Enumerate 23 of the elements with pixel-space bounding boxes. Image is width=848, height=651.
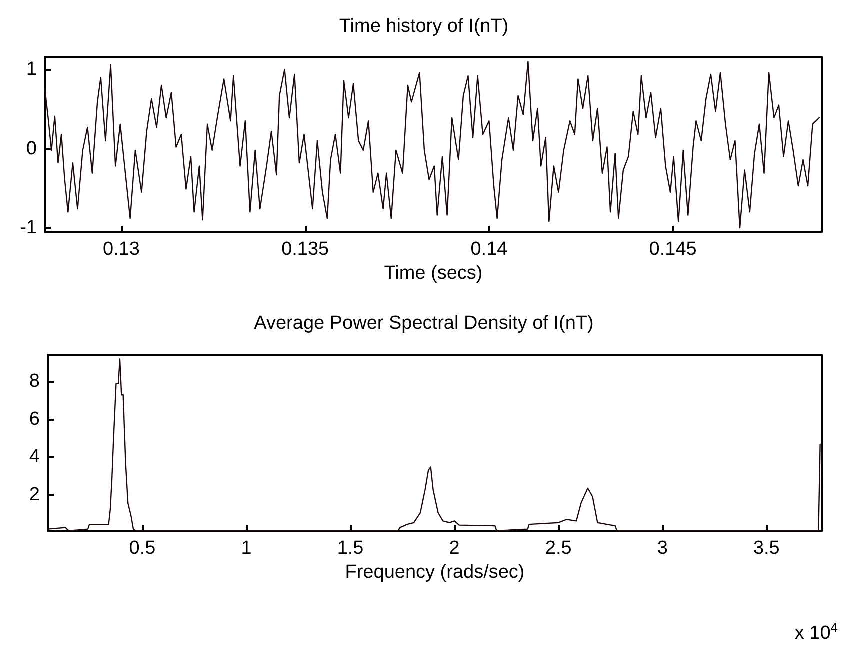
y-tick-label: 1 — [26, 59, 37, 80]
x-tick-label: 1 — [241, 538, 252, 559]
x-tick-label: 0.135 — [282, 239, 330, 260]
y-tick-label: 0 — [26, 138, 37, 160]
y-tick-label: 8 — [29, 370, 40, 392]
y-tick-label: 6 — [29, 408, 40, 430]
x-tick-label: 3 — [657, 538, 668, 559]
x-axis-title: Frequency (rads/sec) — [345, 562, 525, 583]
x-axis-title: Time (secs) — [384, 263, 483, 284]
x-tick-label: 2.5 — [545, 538, 572, 559]
x-tick-label: 0.145 — [649, 239, 697, 260]
x-tick-label: 3.5 — [753, 538, 780, 559]
chart-title: Time history of I(nT) — [339, 16, 509, 37]
y-tick-label: -1 — [20, 218, 37, 239]
x-tick-label: 1.5 — [337, 538, 364, 559]
x-tick-label: 0.13 — [102, 239, 140, 260]
y-tick-label: 4 — [29, 446, 40, 468]
x-tick-label: 0.5 — [129, 538, 156, 559]
line-series — [44, 61, 820, 229]
chart-title: Average Power Spectral Density of I(nT) — [254, 313, 594, 334]
x-tick-label: 2 — [449, 538, 460, 559]
y-tick-label: 2 — [29, 484, 40, 506]
x-tick-label: 0.14 — [470, 239, 508, 260]
